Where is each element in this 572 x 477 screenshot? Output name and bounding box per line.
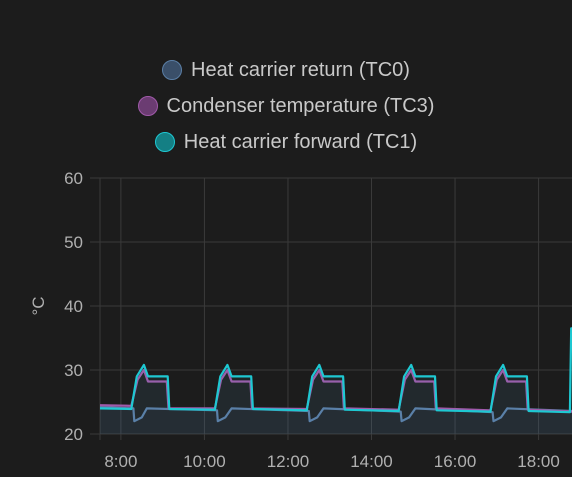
y-tick-label: 40 <box>64 297 83 316</box>
legend-label: Heat carrier return (TC0) <box>191 58 410 81</box>
series-area-1 <box>100 370 572 434</box>
series-line-2 <box>99 327 572 414</box>
series-area-0 <box>100 407 572 434</box>
y-tick-label: 60 <box>64 169 83 188</box>
x-tick-label: 10:00 <box>183 452 226 471</box>
legend-swatch-icon <box>162 60 183 80</box>
axes: 20 30 40 50 60 8:00 10:00 12:00 14:00 16:00 18:00 °… <box>29 169 560 471</box>
series-layer <box>99 327 572 434</box>
y-tick-label: 50 <box>64 233 83 252</box>
x-tick-label: 16:00 <box>434 452 477 471</box>
legend-item-2[interactable]: Heat carrier forward (TC1) <box>154 124 418 160</box>
series-area-2 <box>100 328 572 434</box>
legend-label: Condenser temperature (TC3) <box>166 94 435 117</box>
legend-swatch-icon <box>154 132 175 152</box>
y-axis-title: °C <box>29 296 48 315</box>
x-tick-label: 8:00 <box>104 452 137 471</box>
legend-item-0[interactable]: Heat carrier return (TC0) <box>162 52 410 88</box>
y-tick-label: 20 <box>64 425 83 444</box>
legend-swatch-icon <box>137 96 158 116</box>
y-tick-label: 30 <box>64 361 83 380</box>
legend-item-1[interactable]: Condenser temperature (TC3) <box>137 88 435 124</box>
x-tick-label: 18:00 <box>517 452 560 471</box>
x-tick-label: 14:00 <box>350 452 393 471</box>
legend: Heat carrier return (TC0) Condenser tempe… <box>0 52 572 160</box>
grid <box>90 177 572 440</box>
x-tick-label: 12:00 <box>267 452 310 471</box>
series-line-0 <box>99 406 572 423</box>
legend-label: Heat carrier forward (TC1) <box>183 130 418 153</box>
